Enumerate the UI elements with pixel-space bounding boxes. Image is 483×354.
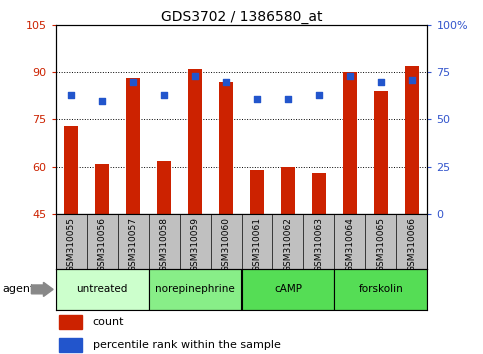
Point <box>160 92 168 98</box>
Bar <box>126 79 140 214</box>
Text: GSM310056: GSM310056 <box>98 217 107 272</box>
Bar <box>312 173 326 214</box>
Bar <box>59 315 82 329</box>
Bar <box>149 269 242 310</box>
Bar <box>219 81 233 214</box>
Text: untreated: untreated <box>76 284 128 295</box>
Bar <box>188 69 202 214</box>
Text: percentile rank within the sample: percentile rank within the sample <box>93 340 281 350</box>
Text: GSM310062: GSM310062 <box>284 217 293 272</box>
Text: norepinephrine: norepinephrine <box>155 284 235 295</box>
Point <box>129 79 137 84</box>
Text: GSM310058: GSM310058 <box>159 217 169 272</box>
Text: GSM310065: GSM310065 <box>376 217 385 272</box>
Bar <box>250 170 264 214</box>
Text: GSM310060: GSM310060 <box>222 217 230 272</box>
Text: agent: agent <box>2 284 35 295</box>
Bar <box>56 269 149 310</box>
Point <box>191 73 199 79</box>
Text: forskolin: forskolin <box>358 284 403 295</box>
Bar <box>281 167 295 214</box>
Bar <box>405 66 419 214</box>
Text: count: count <box>93 317 124 327</box>
Text: GSM310066: GSM310066 <box>408 217 416 272</box>
Bar <box>242 269 334 310</box>
Point <box>346 73 354 79</box>
Text: GSM310061: GSM310061 <box>253 217 261 272</box>
Title: GDS3702 / 1386580_at: GDS3702 / 1386580_at <box>161 10 322 24</box>
Text: GSM310063: GSM310063 <box>314 217 324 272</box>
Point <box>284 96 292 102</box>
Bar <box>64 126 78 214</box>
Bar <box>374 91 388 214</box>
Point <box>377 79 385 84</box>
Bar <box>343 72 357 214</box>
Text: GSM310055: GSM310055 <box>67 217 75 272</box>
Point <box>315 92 323 98</box>
Bar <box>95 164 109 214</box>
Point <box>408 77 416 82</box>
Point <box>222 79 230 84</box>
Bar <box>157 160 171 214</box>
Point <box>98 98 106 103</box>
Text: cAMP: cAMP <box>274 284 302 295</box>
Text: GSM310057: GSM310057 <box>128 217 138 272</box>
Text: GSM310064: GSM310064 <box>345 217 355 272</box>
Bar <box>59 338 82 352</box>
Text: GSM310059: GSM310059 <box>190 217 199 272</box>
Point <box>253 96 261 102</box>
Point <box>67 92 75 98</box>
Bar <box>334 269 427 310</box>
